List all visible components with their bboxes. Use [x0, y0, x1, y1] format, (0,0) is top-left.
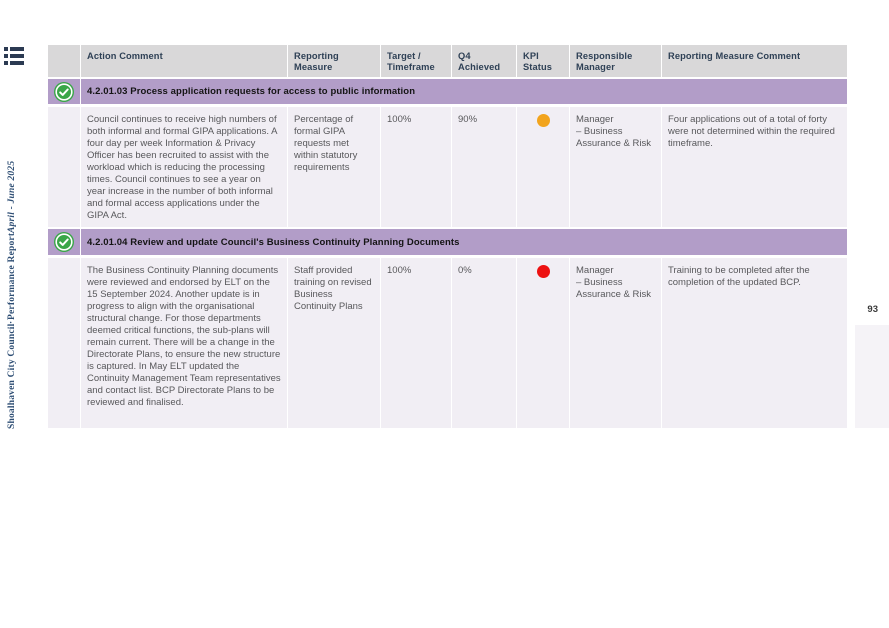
header-action-comment: Action Comment	[81, 45, 288, 77]
q4-achieved-cell: 90%	[452, 107, 517, 227]
header-responsible-manager: Responsible Manager	[570, 45, 662, 77]
action-comment-cell: The Business Continuity Planning documen…	[81, 258, 288, 428]
section-title: 4.2.01.04 Review and update Council's Bu…	[81, 229, 847, 255]
kpi-status-cell	[517, 258, 570, 428]
side-label-separator: ·	[7, 320, 17, 324]
reporting-measure-cell: Percentage of formal GIPA requests met w…	[288, 107, 381, 227]
check-circle-icon	[54, 81, 74, 102]
table-row: Council continues to receive high number…	[48, 107, 847, 227]
section-header-row: 4.2.01.04 Review and update Council's Bu…	[48, 229, 847, 255]
table-header-row: Action Comment Reporting Measure Target …	[48, 45, 847, 77]
side-label-period: April - June 2025	[7, 160, 17, 234]
target-timeframe-cell: 100%	[381, 258, 452, 428]
page-number: 93	[867, 304, 878, 315]
reporting-measure-comment-cell: Four applications out of a total of fort…	[662, 107, 847, 227]
list-view-icon[interactable]	[4, 47, 24, 65]
section-status-cell	[48, 229, 81, 255]
responsible-manager-cell: Manager – Business Assurance & Risk	[570, 107, 662, 227]
reporting-measure-comment-cell: Training to be completed after the compl…	[662, 258, 847, 428]
header-target-timeframe: Target / Timeframe	[381, 45, 452, 77]
adjacent-page-edge	[855, 325, 889, 428]
header-reporting-measure: Reporting Measure	[288, 45, 381, 77]
row-status-spacer	[48, 107, 81, 227]
q4-achieved-cell: 0%	[452, 258, 517, 428]
section-header-row: 4.2.01.03 Process application requests f…	[48, 79, 847, 104]
header-reporting-measure-comment: Reporting Measure Comment	[662, 45, 847, 77]
report-side-label: Shoalhaven City Council · Performance Re…	[3, 128, 21, 462]
side-label-report: Performance Report	[7, 233, 17, 321]
reporting-measure-cell: Staff provided training on revised Busin…	[288, 258, 381, 428]
kpi-status-dot-red	[536, 265, 550, 278]
list-icon-row	[4, 47, 24, 51]
side-label-org: Shoalhaven City Council	[7, 323, 17, 430]
responsible-manager-cell: Manager – Business Assurance & Risk	[570, 258, 662, 428]
check-circle-icon	[54, 232, 74, 252]
kpi-status-cell	[517, 107, 570, 227]
kpi-status-dot-amber	[536, 114, 550, 127]
section-status-cell	[48, 79, 81, 104]
header-status-spacer	[48, 45, 81, 77]
list-icon-row	[4, 54, 24, 58]
list-icon-row	[4, 61, 24, 65]
header-kpi-status: KPI Status	[517, 45, 570, 77]
target-timeframe-cell: 100%	[381, 107, 452, 227]
table-row: The Business Continuity Planning documen…	[48, 258, 847, 428]
action-comment-cell: Council continues to receive high number…	[81, 107, 288, 227]
section-title: 4.2.01.03 Process application requests f…	[81, 79, 847, 104]
header-q4-achieved: Q4 Achieved	[452, 45, 517, 77]
performance-table: Action Comment Reporting Measure Target …	[48, 45, 847, 430]
row-status-spacer	[48, 258, 81, 428]
